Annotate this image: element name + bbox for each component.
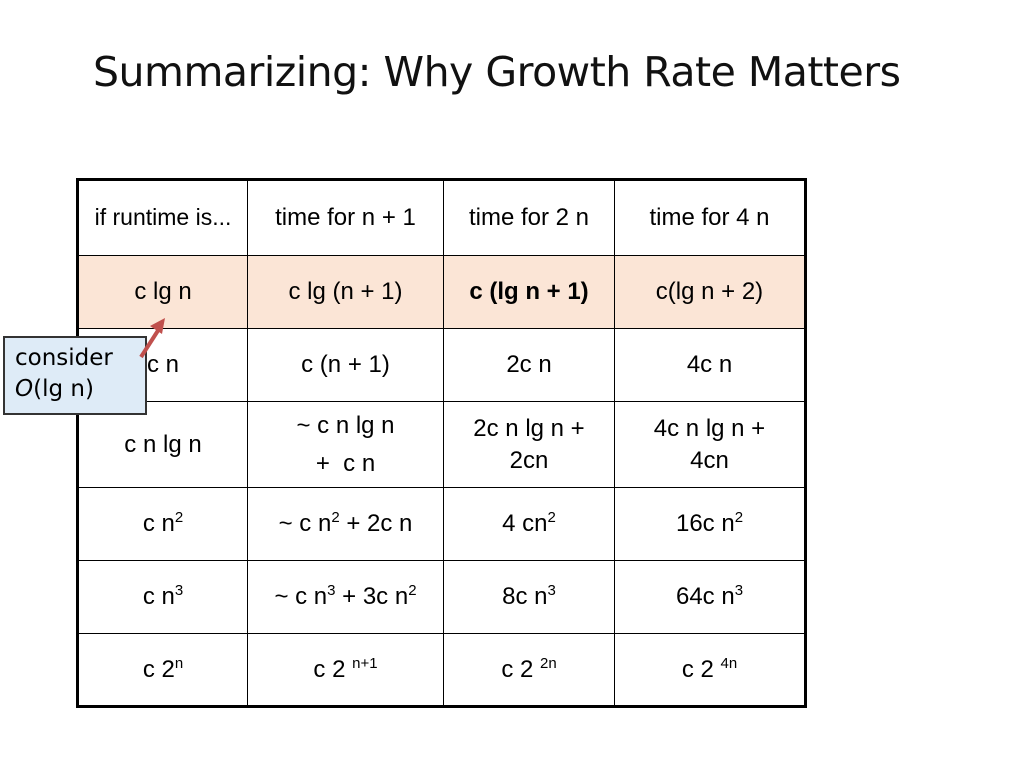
cell-base: c 2: [681, 655, 721, 683]
big-o-argument: (lg n): [33, 376, 94, 403]
cell-runtime: c 2n: [77, 633, 248, 707]
cell-exponent: 3: [174, 582, 184, 600]
cell-base: c n: [142, 583, 175, 611]
cell-exponent: 2: [331, 509, 340, 527]
cell-n-plus-1: ~ c n3 + 3c n2: [247, 560, 444, 634]
cell-line: + c n: [315, 449, 376, 477]
cell-n-plus-1: c (n + 1): [247, 328, 444, 402]
cell-exponent: 2: [734, 509, 744, 527]
cell-runtime: c n2: [77, 487, 248, 561]
cell-exponent: n: [174, 654, 184, 672]
header-4n: time for 4 n: [614, 179, 806, 256]
table-row-lg-n: c lg n c lg (n + 1) c (lg n + 1) c(lg n …: [77, 255, 806, 329]
cell-exponent: 2: [408, 582, 417, 600]
cell-base: c n: [142, 510, 175, 538]
header-2n: time for 2 n: [443, 179, 615, 256]
cell-exponent: 2n: [540, 654, 557, 672]
cell-line: 2cn: [509, 446, 549, 474]
table-row-n-cubed: c n3 ~ c n3 + 3c n2 8c n3 64c n3: [77, 560, 806, 634]
cell-n-plus-1: ~ c n lg n + c n: [247, 401, 444, 488]
cell-runtime: c lg n: [77, 255, 248, 329]
cell-base: 4 cn: [502, 510, 548, 538]
cell-exponent: 2: [547, 509, 556, 527]
table-row-exponential: c 2n c 2 n+1 c 2 2n c 2 4n: [77, 633, 806, 707]
cell-base: 64c n: [675, 583, 735, 611]
cell-base: c 2: [313, 655, 353, 683]
cell-2n: 4 cn2: [443, 487, 615, 561]
cell-base: 8c n: [502, 583, 548, 611]
table-header-row: if runtime is... time for n + 1 time for…: [77, 179, 806, 256]
cell-4n: 4c n: [614, 328, 806, 402]
callout-line-1: consider: [15, 345, 113, 371]
cell-2n: 2c n: [443, 328, 615, 402]
header-runtime: if runtime is...: [77, 179, 248, 256]
cell-2n: c (lg n + 1): [443, 255, 615, 329]
cell-4n: 16c n2: [614, 487, 806, 561]
cell-2n: c 2 2n: [443, 633, 615, 707]
big-o-symbol: O: [15, 376, 34, 403]
cell-exponent: 3: [547, 582, 556, 600]
cell-base: ~ c n: [278, 510, 332, 538]
cell-exponent: 3: [327, 582, 336, 600]
cell-4n: c 2 4n: [614, 633, 806, 707]
cell-line: ~ c n lg n: [296, 411, 395, 439]
cell-2n: 8c n3: [443, 560, 615, 634]
table-row-n-lg-n: c n lg n ~ c n lg n + c n 2c n lg n + 2c…: [77, 401, 806, 488]
cell-mid: + 3c n: [335, 583, 409, 611]
cell-line: 4c n lg n +: [653, 415, 766, 443]
cell-line: 4cn: [690, 446, 729, 474]
cell-exponent: 3: [734, 582, 744, 600]
cell-base: ~ c n: [274, 583, 328, 611]
cell-n-plus-1: ~ c n2 + 2c n: [247, 487, 444, 561]
table-row-n: c n c (n + 1) 2c n 4c n: [77, 328, 806, 402]
cell-base: c 2: [501, 655, 540, 683]
cell-exponent: n+1: [352, 654, 378, 672]
table-row-n-squared: c n2 ~ c n2 + 2c n 4 cn2 16c n2: [77, 487, 806, 561]
slide-title: Summarizing: Why Growth Rate Matters: [93, 48, 901, 96]
cell-base: 16c n: [675, 510, 735, 538]
cell-base: c 2: [142, 655, 175, 683]
callout-line-2: O(lg n): [15, 374, 137, 405]
consider-callout: consider O(lg n): [3, 336, 147, 415]
cell-4n: 4c n lg n + 4cn: [614, 401, 806, 488]
cell-exponent: 2: [174, 509, 184, 527]
header-n-plus-1: time for n + 1: [247, 179, 444, 256]
cell-4n: 64c n3: [614, 560, 806, 634]
growth-rate-table: if runtime is... time for n + 1 time for…: [76, 178, 807, 708]
cell-4n: c(lg n + 2): [614, 255, 806, 329]
cell-line: 2c n lg n +: [473, 415, 585, 443]
cell-exponent: 4n: [720, 654, 738, 672]
cell-tail: + 2c n: [339, 510, 413, 538]
cell-n-plus-1: c lg (n + 1): [247, 255, 444, 329]
cell-n-plus-1: c 2 n+1: [247, 633, 444, 707]
cell-runtime: c n lg n: [77, 401, 248, 488]
cell-runtime: c n3: [77, 560, 248, 634]
cell-2n: 2c n lg n + 2cn: [443, 401, 615, 488]
